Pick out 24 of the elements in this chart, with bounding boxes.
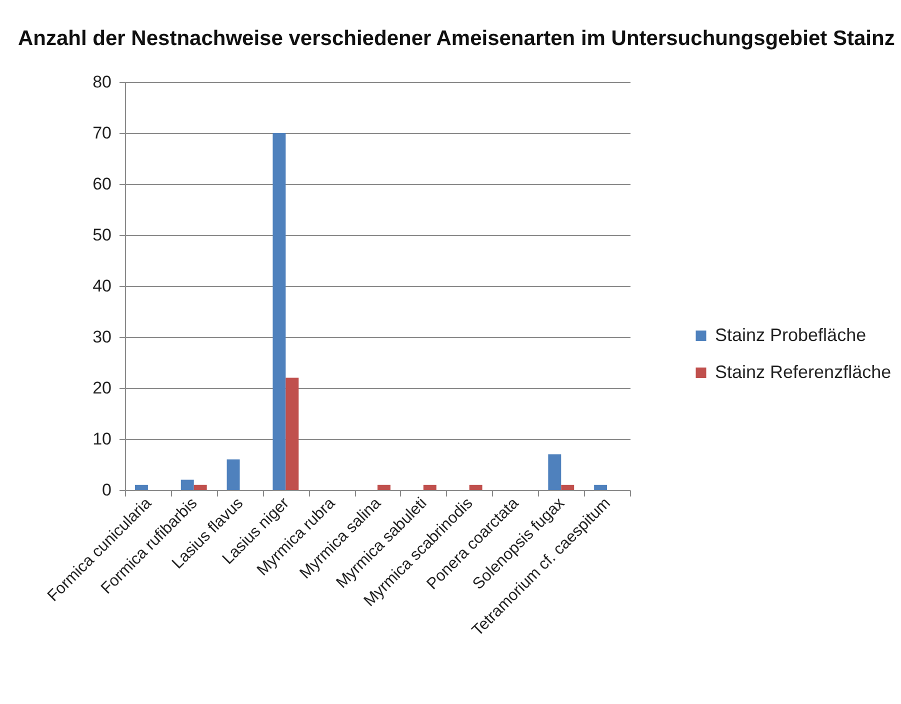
chart-title: Anzahl der Nestnachweise verschiedener Ameisenarten im Untersuchungsgebiet Stainz [18, 27, 895, 50]
bar [194, 484, 207, 490]
y-tick-label: 50 [92, 226, 112, 244]
bar [180, 480, 194, 490]
y-tick-label: 0 [102, 480, 112, 500]
bar [561, 484, 574, 490]
bar [286, 378, 299, 490]
bar [272, 133, 286, 490]
y-tick-label: 70 [92, 124, 112, 142]
y-tick-label: 60 [92, 174, 112, 194]
y-tick-label: 30 [92, 328, 112, 346]
legend-label: Stainz Probefläche [715, 324, 866, 345]
bar [378, 484, 390, 490]
bar [134, 484, 148, 490]
y-tick-label: 20 [92, 378, 112, 398]
bar [423, 484, 436, 490]
legend-label: Stainz Referenzfläche [715, 362, 892, 382]
y-tick-label: 40 [92, 276, 112, 296]
bar [226, 459, 240, 490]
y-tick-label: 80 [92, 72, 112, 92]
bar [548, 454, 562, 490]
bar [469, 484, 482, 490]
y-tick-label: 10 [92, 430, 112, 448]
bar [594, 484, 608, 490]
